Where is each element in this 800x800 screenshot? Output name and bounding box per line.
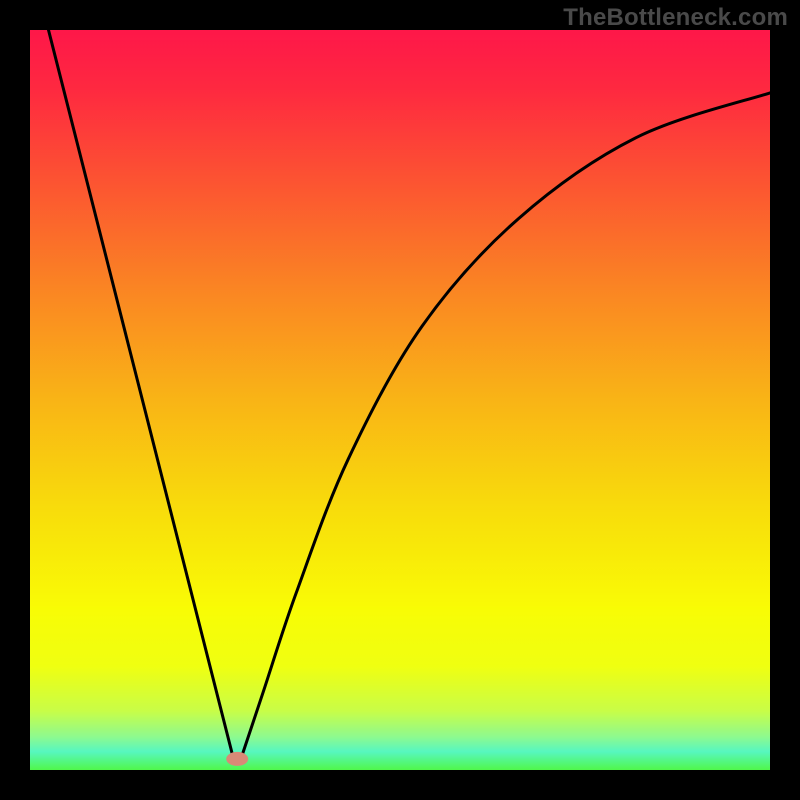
- watermark-text: TheBottleneck.com: [563, 4, 788, 32]
- yellow-highlight-band: [30, 607, 770, 770]
- bottleneck-chart: [0, 0, 800, 800]
- optimum-marker: [226, 752, 248, 766]
- chart-container: { "watermark": { "text": "TheBottleneck.…: [0, 0, 800, 800]
